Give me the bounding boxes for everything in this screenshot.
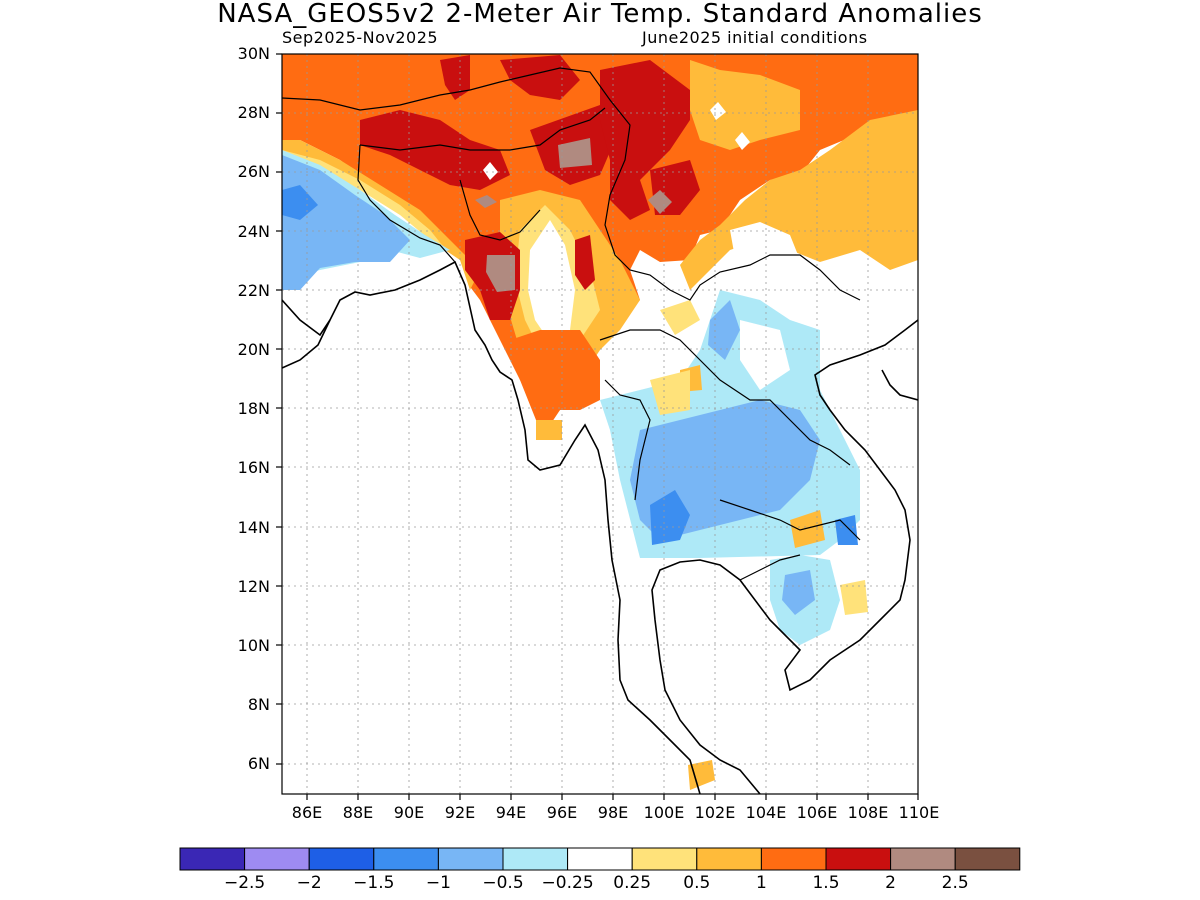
lat-label: 18N [237, 399, 270, 419]
colorbar-swatch [308, 847, 375, 871]
colorbar-label: 0.25 [613, 873, 652, 893]
colorbar-label: 1.5 [812, 873, 840, 893]
colorbar-swatch [760, 847, 827, 871]
field-lightorange-n1 [690, 60, 800, 150]
lat-label: 20N [237, 340, 270, 359]
colorbar-swatch [502, 847, 569, 871]
lon-label: 100E [643, 803, 685, 822]
lat-label: 16N [237, 458, 270, 478]
lon-label: 106E [796, 803, 838, 822]
colorbar-swatch [567, 847, 633, 871]
lon-label: 94E [495, 803, 527, 822]
lat-label: 26N [237, 162, 270, 182]
colorbar-label: −1.5 [353, 873, 395, 893]
lon-label: 102E [694, 803, 736, 822]
lon-label: 98E [597, 803, 629, 822]
colorbar-label: −1 [425, 873, 451, 893]
field-yellow-camb [840, 580, 868, 615]
lon-label: 96E [546, 803, 578, 822]
plot-frame [281, 53, 919, 795]
colorbar-label: 2 [885, 873, 897, 893]
field-brown-3 [648, 190, 672, 214]
field-blue-west [282, 155, 410, 290]
lat-label: 22N [237, 280, 270, 300]
colorbar-swatch [696, 847, 762, 871]
tick-marks [276, 53, 919, 800]
field-brown-4 [475, 195, 497, 208]
colorbar-label: −2 [296, 873, 322, 893]
field-brown-1 [558, 138, 592, 168]
field-blue2-west [282, 185, 318, 220]
field-lightorange-camb [790, 510, 825, 548]
lon-label: 92E [444, 803, 476, 822]
field-white-n1 [710, 102, 726, 120]
field-white-laos [740, 320, 790, 390]
lon-label: 90E [393, 803, 425, 822]
colorbar-swatch [890, 847, 956, 871]
lat-label: 28N [237, 103, 270, 123]
colorbar-swatch [825, 847, 892, 871]
colorbar-label: 2.5 [941, 873, 969, 893]
colorbar-swatch [244, 847, 310, 871]
lat-label: 14N [237, 517, 270, 537]
colorbar [179, 847, 1021, 871]
anomaly-fields [282, 54, 918, 790]
lat-label: 8N [247, 695, 270, 715]
field-orange-south [510, 330, 600, 440]
lat-label: 6N [247, 754, 270, 774]
field-yellow-laos [650, 370, 690, 415]
period-label: Sep2025-Nov2025 [282, 28, 439, 47]
field-blue-camb [782, 570, 815, 615]
field-brown-2 [486, 255, 515, 292]
field-red-7 [575, 235, 595, 290]
field-red-3 [500, 55, 580, 100]
field-yellow-laos2 [660, 300, 700, 335]
field-blue-camb2 [835, 515, 858, 545]
field-red-5 [600, 60, 690, 220]
colorbar-label: −0.25 [541, 873, 594, 893]
lon-label: 86E [291, 803, 323, 822]
colorbar-swatch [954, 847, 1021, 871]
lat-label: 10N [237, 636, 270, 655]
colorbar-label: 1 [755, 873, 767, 893]
colorbar-swatch [437, 847, 504, 871]
field-white-east [730, 222, 800, 268]
field-blue-laos [708, 300, 740, 360]
grid-lines [282, 54, 918, 794]
colorbar-swatch [373, 847, 439, 871]
lon-label: 110E [898, 803, 940, 822]
colorbar-swatch [179, 847, 246, 871]
init-label: June2025 initial conditions [642, 28, 868, 47]
field-blue2-thai [650, 490, 690, 545]
coastlines [282, 260, 918, 794]
field-yellow-malay [688, 760, 715, 790]
field-red-2 [440, 55, 470, 100]
lon-label: 108E [847, 803, 889, 822]
colorbar-swatch [631, 847, 698, 871]
field-white-n2 [735, 132, 750, 150]
lon-label: 88E [342, 803, 374, 822]
chart-title: NASA_GEOS5v2 2-Meter Air Temp. Standard … [217, 0, 983, 29]
colorbar-label: −0.5 [482, 873, 524, 893]
field-white-central [528, 220, 575, 345]
lon-label: 104E [745, 803, 787, 822]
colorbar-label: 0.5 [683, 873, 711, 893]
field-lightorange-s1 [536, 420, 562, 440]
lat-label: 12N [237, 576, 270, 596]
lat-label: 30N [237, 44, 270, 63]
colorbar-label: −2.5 [223, 873, 266, 893]
country-borders [282, 67, 861, 581]
lat-label: 24N [237, 221, 270, 241]
field-white-n3 [483, 162, 498, 180]
field-red-1 [360, 110, 510, 190]
